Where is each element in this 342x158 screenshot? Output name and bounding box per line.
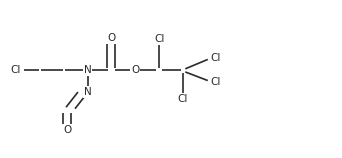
Text: Cl: Cl — [11, 65, 21, 75]
Text: N: N — [84, 87, 91, 97]
Text: O: O — [107, 33, 116, 43]
Text: Cl: Cl — [210, 77, 221, 87]
Text: Cl: Cl — [210, 53, 221, 63]
Text: Cl: Cl — [178, 94, 188, 104]
Text: Cl: Cl — [154, 34, 164, 44]
Text: N: N — [84, 65, 91, 75]
Text: O: O — [131, 65, 139, 75]
Text: O: O — [63, 125, 71, 135]
